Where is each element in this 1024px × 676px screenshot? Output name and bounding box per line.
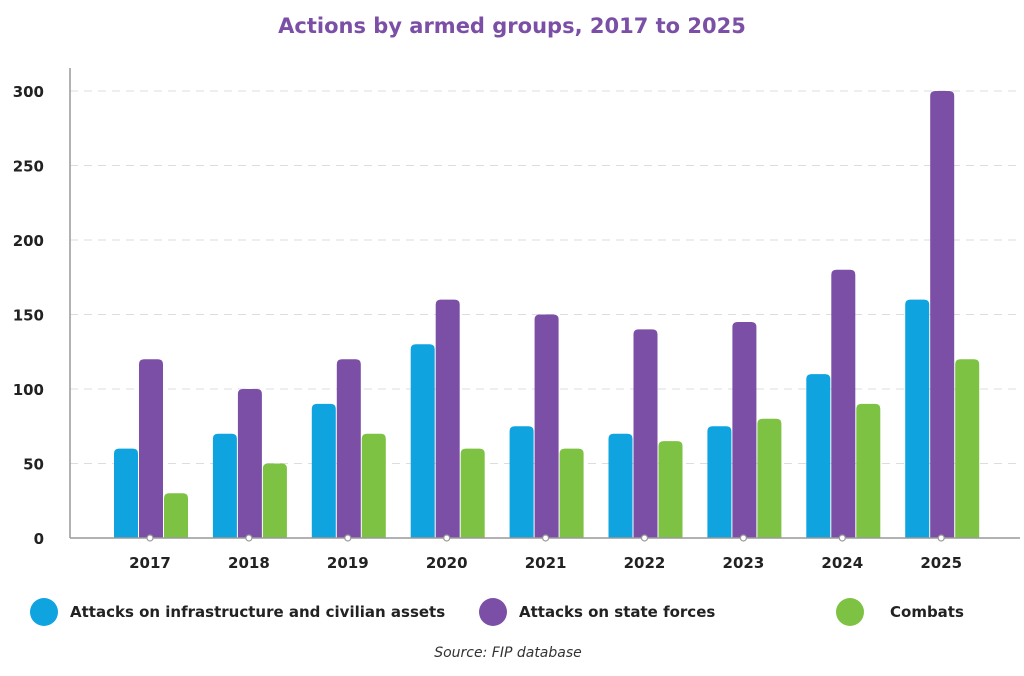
legend-swatch	[30, 598, 58, 626]
x-tick-label: 2025	[920, 554, 962, 572]
legend-swatch	[836, 598, 864, 626]
legend-swatch	[479, 598, 507, 626]
bar	[831, 269, 856, 538]
x-tick-mark	[640, 534, 649, 542]
bar	[212, 433, 237, 538]
x-tick-label: 2018	[228, 554, 270, 572]
chart-title: Actions by armed groups, 2017 to 2025	[278, 14, 746, 38]
bar	[534, 314, 559, 538]
legend-item-state-forces: Attacks on state forces	[479, 598, 715, 626]
legend-label: Attacks on infrastructure and civilian a…	[70, 603, 446, 621]
bar	[336, 359, 361, 538]
x-tick-label: 2017	[129, 554, 171, 572]
legend-item-combats: Combats	[836, 598, 964, 626]
x-tick-label: 2022	[624, 554, 666, 572]
y-tick-label: 50	[23, 456, 44, 474]
y-tick-label: 0	[34, 530, 44, 548]
y-tick-label: 250	[13, 158, 44, 176]
bar	[410, 344, 435, 538]
bar	[559, 448, 584, 538]
bar	[509, 426, 534, 538]
bar	[114, 448, 138, 538]
x-tick-mark	[443, 534, 451, 542]
legend-label: Attacks on state forces	[519, 603, 716, 621]
x-tick-mark	[739, 534, 748, 542]
x-tick-mark	[838, 534, 846, 542]
bar	[806, 374, 831, 538]
bar	[856, 403, 881, 538]
bar	[361, 433, 386, 538]
x-tick-label: 2023	[723, 554, 765, 572]
x-tick-label: 2024	[821, 554, 863, 572]
x-tick-mark	[344, 534, 352, 542]
x-tick-mark	[146, 534, 154, 542]
bar	[311, 403, 336, 538]
bar	[164, 493, 188, 538]
legend-item-infrastructure: Attacks on infrastructure and civilian a…	[30, 598, 445, 626]
bar	[262, 463, 287, 538]
x-tick-label: 2020	[426, 554, 468, 572]
x-tick-mark	[541, 534, 550, 542]
y-tick-label: 150	[13, 307, 44, 325]
bar	[905, 299, 930, 538]
bar	[930, 91, 955, 538]
bar	[139, 359, 163, 538]
bar	[460, 448, 485, 538]
bar	[435, 299, 460, 538]
y-tick-label: 300	[13, 83, 44, 101]
source-note: Source: FIP database	[434, 645, 582, 661]
bar	[608, 433, 633, 538]
x-tick-label: 2021	[525, 554, 567, 572]
bar	[732, 321, 757, 538]
legend-label: Combats	[890, 603, 964, 621]
y-tick-label: 200	[13, 232, 44, 250]
bar	[707, 426, 732, 538]
y-tick-label: 100	[13, 381, 44, 399]
x-tick-mark	[245, 534, 253, 542]
x-tick-label: 2019	[327, 554, 369, 572]
bar	[757, 418, 782, 538]
bar	[955, 359, 980, 538]
bar	[658, 441, 683, 538]
bar	[237, 389, 262, 538]
x-tick-mark	[937, 534, 945, 542]
bar	[633, 329, 658, 538]
